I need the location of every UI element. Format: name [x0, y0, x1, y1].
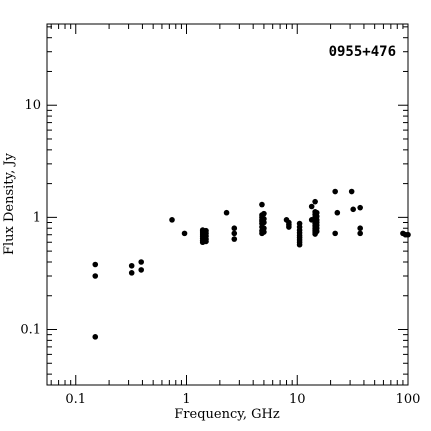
data-point — [259, 201, 265, 208]
plot-frame — [46, 23, 409, 386]
data-point — [348, 188, 355, 195]
data-point — [334, 209, 341, 216]
x-tick-label: 1 — [182, 392, 190, 407]
data-point — [357, 225, 363, 232]
data-point — [138, 267, 145, 273]
data-point — [231, 230, 238, 237]
x-tick-label: 0.1 — [65, 392, 86, 407]
data-point — [296, 241, 303, 248]
data-points — [92, 188, 411, 340]
data-point — [357, 230, 363, 237]
y-axis-label: Flux Density, Jy — [2, 152, 17, 255]
data-point — [223, 209, 230, 216]
y-tick-label: 10 — [24, 98, 41, 113]
data-point — [261, 210, 267, 217]
data-point — [203, 238, 209, 245]
data-point — [92, 273, 99, 279]
y-tick-label: 1 — [33, 210, 41, 225]
data-point — [261, 219, 267, 226]
data-point — [357, 204, 363, 211]
data-point — [405, 231, 411, 238]
y-tick-label: 0.1 — [20, 323, 41, 338]
data-point — [231, 225, 238, 232]
data-point — [312, 198, 318, 205]
tick-labels: 0.1 1 10 100 0.1 1 10 — [20, 98, 420, 407]
data-point — [181, 230, 188, 237]
data-point — [128, 262, 135, 269]
data-point — [313, 228, 320, 235]
data-point — [350, 206, 356, 213]
x-tick-label: 10 — [289, 392, 306, 407]
data-point — [92, 261, 99, 268]
data-point — [138, 259, 145, 265]
chart-title: 0955+476 — [329, 44, 396, 60]
data-point — [332, 188, 338, 195]
data-point — [231, 236, 238, 242]
data-point — [332, 230, 338, 237]
data-point — [308, 203, 315, 210]
x-tick-label: 100 — [396, 392, 421, 407]
data-point — [169, 217, 175, 223]
data-point — [286, 224, 292, 230]
data-point — [128, 270, 135, 276]
x-axis-label: Frequency, GHz — [174, 407, 280, 422]
axis-ticks — [47, 24, 409, 385]
data-point — [261, 229, 267, 235]
data-point — [92, 334, 99, 340]
